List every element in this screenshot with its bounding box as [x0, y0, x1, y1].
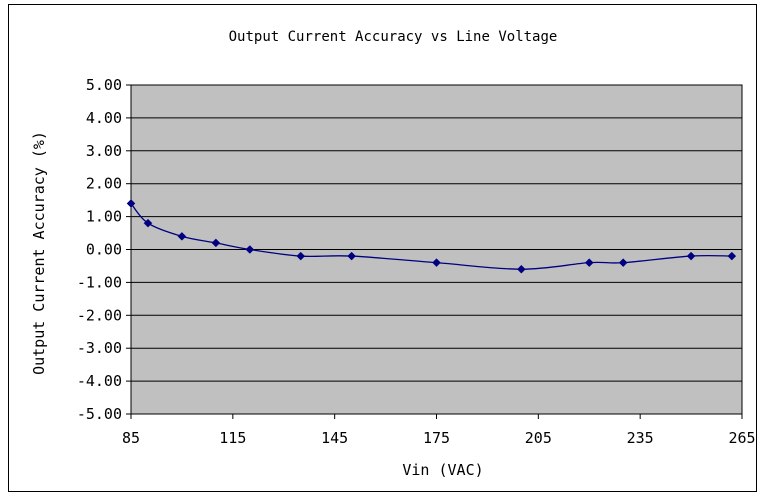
- x-tick-label: 115: [219, 429, 246, 447]
- data-point-marker: [686, 251, 696, 261]
- data-point-marker: [727, 251, 737, 261]
- data-point-marker: [143, 218, 153, 228]
- data-point-marker: [126, 199, 136, 208]
- y-tick-label: -5.00: [77, 405, 122, 423]
- x-tick-label: 145: [321, 429, 348, 447]
- data-point-marker: [296, 251, 306, 261]
- series-group: [126, 199, 737, 274]
- x-tick-label: 235: [627, 429, 654, 447]
- data-point-marker: [177, 231, 187, 241]
- y-tick-label: 1.00: [86, 208, 122, 226]
- x-axis-label: Vin (VAC): [402, 461, 483, 479]
- y-tick-label: 5.00: [86, 76, 122, 94]
- y-tick-label: 4.00: [86, 109, 122, 127]
- data-point-marker: [432, 258, 441, 268]
- axes: [126, 84, 743, 419]
- x-tick-label: 175: [423, 429, 450, 447]
- line-chart: Output Current Accuracy vs Line Voltage …: [30, 29, 756, 479]
- y-tick-label: -2.00: [77, 306, 122, 324]
- data-point-marker: [347, 251, 356, 261]
- chart-frame: Output Current Accuracy vs Line Voltage …: [8, 4, 757, 492]
- x-tick-label: 265: [728, 429, 755, 447]
- data-point-marker: [211, 238, 221, 248]
- y-tick-label: -3.00: [77, 339, 122, 357]
- y-tick-label: -1.00: [77, 273, 122, 291]
- y-axis-label: Output Current Accuracy (%): [30, 131, 48, 375]
- x-tick-labels: 85 115 145 175 205 235 265: [122, 429, 756, 447]
- gridlines: [131, 84, 742, 415]
- y-tick-label: -4.00: [77, 372, 122, 390]
- data-point-marker: [618, 258, 628, 268]
- data-point-marker: [517, 264, 526, 274]
- data-point-marker: [584, 258, 594, 268]
- chart-title: Output Current Accuracy vs Line Voltage: [229, 29, 558, 45]
- y-tick-label: 3.00: [86, 142, 122, 160]
- x-tick-label: 85: [122, 429, 140, 447]
- y-tick-labels: 5.00 4.00 3.00 2.00 1.00 0.00 -1.00 -2.00 -3.00 -…: [77, 76, 122, 423]
- x-tick-label: 205: [525, 429, 552, 447]
- data-point-marker: [245, 245, 255, 254]
- y-tick-label: 0.00: [86, 241, 122, 259]
- y-tick-label: 2.00: [86, 175, 122, 193]
